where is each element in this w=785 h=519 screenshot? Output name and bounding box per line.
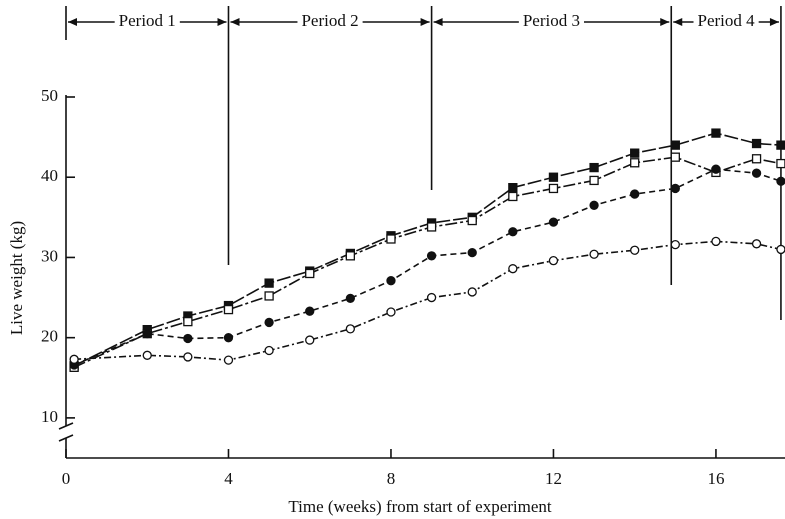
marker <box>589 175 599 186</box>
x-tick-label: 0 <box>62 469 71 488</box>
period-label: Period 4 <box>698 11 756 30</box>
series-line <box>73 168 782 366</box>
marker <box>183 333 193 344</box>
y-tick-label: 30 <box>41 246 58 265</box>
marker <box>670 152 680 162</box>
marker <box>426 222 437 232</box>
marker <box>711 128 721 138</box>
x-tick-label: 8 <box>387 469 396 488</box>
marker <box>776 158 785 169</box>
marker <box>305 268 315 279</box>
y-tick-label: 40 <box>41 166 58 185</box>
marker <box>589 200 599 210</box>
marker <box>670 239 680 250</box>
marker <box>548 183 559 194</box>
marker <box>711 236 721 247</box>
arrow-head <box>673 18 683 26</box>
marker <box>751 168 762 178</box>
y-tick-label: 20 <box>41 327 58 346</box>
marker <box>751 239 762 249</box>
marker <box>264 345 274 356</box>
marker <box>711 164 721 174</box>
marker <box>467 247 477 258</box>
marker <box>426 251 437 261</box>
marker <box>589 162 599 173</box>
arrow-head <box>420 18 430 26</box>
arrow-head <box>660 18 670 26</box>
y-axis-label: Live weight (kg) <box>7 221 26 335</box>
marker <box>345 293 356 304</box>
x-axis-label: Time (weeks) from start of experiment <box>288 497 552 516</box>
marker <box>630 245 640 255</box>
marker <box>508 191 518 202</box>
marker <box>386 276 396 286</box>
marker <box>751 154 762 164</box>
marker <box>751 138 762 149</box>
marker <box>776 244 785 255</box>
y-tick-label: 50 <box>41 86 58 105</box>
marker <box>264 278 274 288</box>
marker <box>69 354 79 364</box>
marker <box>670 140 680 150</box>
period-label: Period 3 <box>523 11 580 30</box>
marker <box>386 307 396 317</box>
marker <box>589 249 599 259</box>
marker <box>305 306 315 316</box>
series-line <box>74 240 782 361</box>
marker <box>223 304 234 315</box>
marker <box>345 251 356 261</box>
marker <box>467 215 477 226</box>
marker <box>142 329 152 339</box>
arrow-head <box>68 18 77 26</box>
marker <box>142 350 152 360</box>
marker <box>630 189 640 199</box>
marker <box>548 172 559 182</box>
marker <box>183 352 193 362</box>
marker <box>776 140 785 150</box>
marker <box>386 234 396 244</box>
marker <box>223 355 234 365</box>
axis-break <box>58 434 74 442</box>
period-label: Period 1 <box>119 11 176 30</box>
marker <box>305 335 315 345</box>
arrow-head <box>433 18 443 26</box>
marker <box>223 333 234 343</box>
arrow-head <box>769 18 779 26</box>
marker <box>776 176 785 186</box>
marker <box>467 287 477 297</box>
marker <box>508 227 518 237</box>
marker <box>548 217 559 227</box>
marker <box>345 324 356 334</box>
period-label: Period 2 <box>301 11 358 30</box>
marker <box>508 183 518 193</box>
marker <box>548 256 559 266</box>
x-tick-label: 4 <box>224 469 233 488</box>
marker <box>426 292 437 303</box>
x-tick-label: 16 <box>707 469 724 488</box>
marker <box>264 291 274 301</box>
marker <box>630 158 640 168</box>
marker <box>670 183 680 194</box>
marker <box>183 316 193 327</box>
arrow-head <box>217 18 227 26</box>
x-tick-label: 12 <box>545 469 562 488</box>
marker <box>264 317 274 328</box>
series-line <box>73 132 781 367</box>
series-line <box>73 156 782 369</box>
marker <box>630 148 640 158</box>
arrow-head <box>230 18 240 26</box>
axis-break <box>58 422 74 430</box>
marker <box>508 264 518 274</box>
y-tick-label: 10 <box>41 407 58 426</box>
